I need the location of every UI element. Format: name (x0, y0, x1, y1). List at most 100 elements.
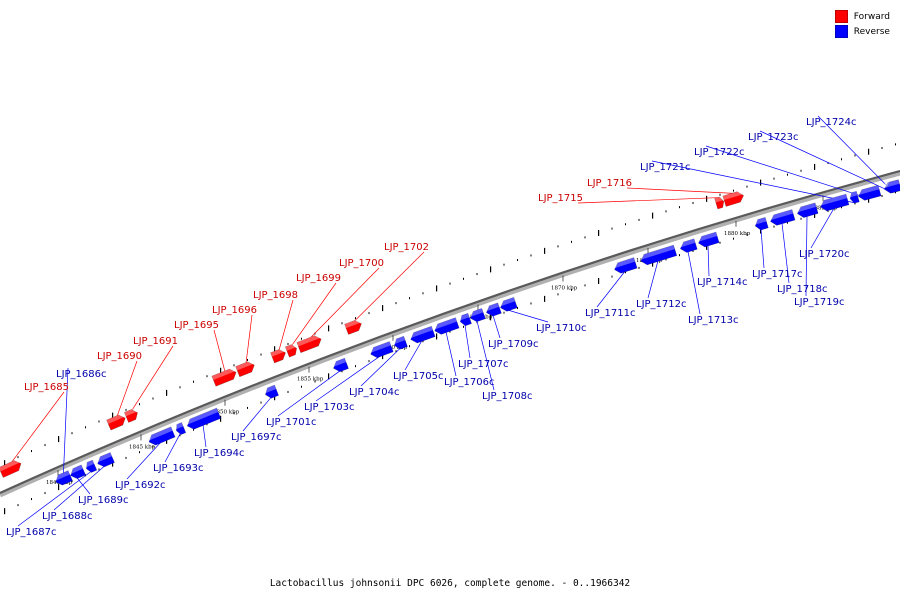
forward-gene[interactable] (235, 359, 257, 378)
track-dot (827, 210, 829, 213)
track-dot (355, 365, 356, 368)
reverse-gene[interactable] (392, 335, 408, 350)
gene-label[interactable]: LJP_1709c (488, 339, 539, 350)
track-dot (382, 353, 384, 360)
reverse-gene[interactable] (432, 317, 460, 336)
gene-highlight (639, 245, 675, 260)
gene-label[interactable]: LJP_1693c (153, 463, 204, 474)
gene-label[interactable]: LJP_1692c (115, 480, 166, 491)
gene-label[interactable]: LJP_1701c (266, 417, 317, 428)
gene-label[interactable]: LJP_1720c (799, 249, 850, 260)
gene-highlight (84, 460, 95, 468)
reverse-gene[interactable] (84, 459, 98, 474)
reverse-gene[interactable] (639, 244, 678, 266)
forward-gene[interactable] (285, 343, 298, 358)
forward-gene[interactable] (270, 347, 287, 364)
forward-gene[interactable] (0, 458, 23, 478)
track-dot (719, 193, 721, 196)
reverse-gene[interactable] (484, 302, 502, 318)
gene-label[interactable]: LJP_1690 (97, 351, 142, 362)
forward-gene[interactable] (124, 407, 139, 423)
gene-label[interactable]: LJP_1695 (174, 320, 219, 331)
gene-label[interactable]: LJP_1691 (133, 336, 178, 347)
gene-label[interactable]: LJP_1699 (296, 273, 341, 284)
reverse-gene[interactable] (612, 257, 638, 275)
gene-label[interactable]: LJP_1718c (777, 284, 828, 295)
gene-label[interactable]: LJP_1724c (806, 117, 857, 128)
reverse-gene[interactable] (884, 179, 900, 194)
gene-highlight (368, 341, 391, 354)
reverse-swatch (834, 25, 848, 38)
reverse-gene[interactable] (819, 193, 850, 212)
gene-label[interactable]: LJP_1711c (585, 308, 636, 319)
gene-label[interactable]: LJP_1708c (482, 391, 533, 402)
reverse-gene[interactable] (68, 464, 86, 481)
reverse-gene[interactable] (498, 297, 518, 313)
gene-label[interactable]: LJP_1685 (24, 382, 69, 393)
gene-label[interactable]: LJP_1702 (384, 242, 429, 253)
reverse-gene[interactable] (263, 384, 279, 400)
reverse-gene[interactable] (856, 184, 882, 201)
gene-label[interactable]: LJP_1713c (688, 315, 739, 326)
gene-label[interactable]: LJP_1697c (231, 432, 282, 443)
gene-label[interactable]: LJP_1689c (78, 495, 129, 506)
gene-label[interactable]: LJP_1719c (794, 297, 845, 308)
gene-label[interactable]: LJP_1714c (697, 277, 748, 288)
track-dot (17, 504, 19, 507)
reverse-gene[interactable] (795, 202, 819, 219)
track-dot (287, 342, 289, 345)
gene-label[interactable]: LJP_1722c (694, 147, 745, 158)
reverse-gene[interactable] (678, 238, 698, 254)
forward-gene[interactable] (722, 190, 745, 207)
reverse-gene[interactable] (95, 452, 115, 468)
gene-label[interactable]: LJP_1715 (538, 193, 583, 204)
reverse-gene[interactable] (408, 325, 436, 345)
track-dot (287, 390, 289, 393)
reverse-gene[interactable] (368, 341, 394, 359)
gene-label[interactable]: LJP_1694c (194, 448, 245, 459)
reverse-gene[interactable] (848, 190, 860, 204)
reverse-gene[interactable] (185, 407, 222, 431)
gene-label[interactable]: LJP_1688c (42, 511, 93, 522)
track-dot (679, 254, 680, 257)
reverse-gene[interactable] (331, 357, 349, 373)
gene-label[interactable]: LJP_1704c (349, 387, 400, 398)
gene-arrow (70, 464, 86, 479)
reverse-gene[interactable] (768, 209, 796, 227)
gene-label[interactable]: LJP_1686c (56, 369, 107, 380)
reverse-gene[interactable] (458, 312, 472, 327)
gene-label[interactable]: LJP_1703c (304, 402, 355, 413)
forward-gene[interactable] (296, 333, 323, 354)
gene-label[interactable]: LJP_1698 (253, 290, 298, 301)
track-dot (274, 394, 276, 401)
gene-label[interactable]: LJP_1696 (212, 305, 257, 316)
forward-gene[interactable] (106, 412, 128, 431)
label-leader (131, 345, 174, 411)
gene-label[interactable]: LJP_1716 (587, 178, 632, 189)
reverse-gene[interactable] (753, 217, 769, 231)
track-dot (328, 373, 330, 380)
gene-label[interactable]: LJP_1707c (458, 359, 509, 370)
track-dot (409, 297, 410, 300)
gene-label[interactable]: LJP_1705c (393, 371, 444, 382)
reverse-gene[interactable] (174, 422, 187, 435)
reverse-gene[interactable] (696, 231, 720, 248)
gene-label[interactable]: LJP_1712c (636, 299, 687, 310)
forward-gene[interactable] (714, 196, 726, 210)
label-leader (626, 187, 735, 194)
reverse-gene[interactable] (468, 308, 486, 323)
gene-label[interactable]: LJP_1710c (536, 323, 587, 334)
forward-gene[interactable] (344, 318, 364, 335)
track-dot (719, 241, 721, 244)
gene-label[interactable]: LJP_1700 (339, 258, 384, 269)
gene-label[interactable]: LJP_1706c (444, 377, 495, 388)
gene-label[interactable]: LJP_1723c (748, 132, 799, 143)
reverse-gene[interactable] (146, 426, 176, 447)
label-leader (781, 223, 790, 284)
reverse-gene[interactable] (53, 470, 73, 488)
gene-label[interactable]: LJP_1717c (752, 269, 803, 280)
forward-gene[interactable] (211, 367, 238, 387)
gene-label[interactable]: LJP_1721c (640, 162, 691, 173)
gene-label[interactable]: LJP_1687c (6, 527, 57, 538)
gene-highlight (263, 385, 277, 394)
